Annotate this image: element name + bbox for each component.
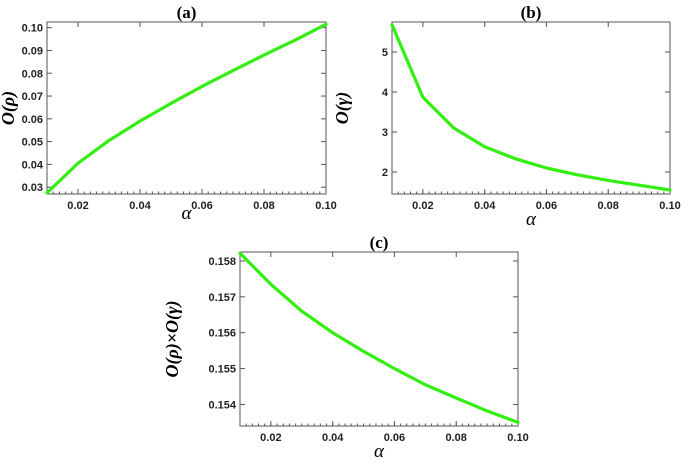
x-tick-label-c: 0.06 — [384, 432, 405, 444]
y-tick-label-a: 0.08 — [22, 68, 43, 80]
y-axis-label-c: O(ρ)×O(γ) — [162, 301, 183, 378]
chart-title-a: (a) — [177, 3, 197, 22]
y-axis-label-b: O(γ) — [332, 92, 353, 124]
y-tick-label-a: 0.05 — [22, 137, 43, 149]
x-tick-label-b: 0.06 — [536, 200, 557, 212]
chart-c: (c) 0.02 0.04 0.06 0.08 0.10 0.154 0.155 0.156 0.… — [162, 233, 529, 462]
y-tick-label-c: 0.158 — [208, 256, 236, 268]
y-tick-label-c: 0.155 — [208, 364, 236, 376]
y-tick-label-c: 0.154 — [208, 399, 236, 411]
x-tick-label-a: 0.06 — [191, 200, 212, 212]
x-tick-label-c: 0.02 — [260, 432, 281, 444]
x-tick-label-b: 0.10 — [659, 200, 680, 212]
chart-b: (b) 0.02 0.04 0.06 0.08 0.10 2 3 4 5 α O(γ) — [332, 3, 681, 230]
x-tick-label-c: 0.10 — [507, 432, 528, 444]
x-axis-label-b: α — [526, 209, 537, 230]
x-tick-label-b: 0.02 — [412, 200, 433, 212]
y-tick-label-c: 0.156 — [208, 328, 236, 340]
series-line-c — [238, 251, 520, 425]
x-tick-label-a: 0.02 — [67, 200, 88, 212]
chart-a: (a) 0.02 0.04 0.06 0.08 0.10 0.03 0.04 0.05 0.06 0… — [0, 3, 337, 224]
y-tick-label-a: 0.04 — [22, 159, 44, 171]
y-axis-label-a: O(ρ) — [0, 91, 19, 125]
y-tick-label-b: 2 — [382, 167, 388, 179]
y-tick-label-b: 5 — [382, 47, 388, 59]
chart-title-b: (b) — [521, 3, 542, 22]
y-tick-label-a: 0.07 — [22, 91, 43, 103]
x-tick-label-b: 0.08 — [598, 200, 619, 212]
plot-frame-a — [46, 21, 327, 195]
y-tick-label-a: 0.03 — [22, 182, 43, 194]
y-tick-label-a: 0.09 — [22, 45, 43, 57]
series-line-b — [390, 23, 672, 192]
x-tick-label-c: 0.08 — [446, 432, 467, 444]
y-tick-label-c: 0.157 — [208, 292, 236, 304]
y-tick-label-a: 0.10 — [22, 23, 43, 35]
plot-frame-b — [391, 21, 671, 195]
x-tick-label-a: 0.08 — [253, 200, 274, 212]
y-tick-label-b: 3 — [382, 127, 388, 139]
x-axis-label-a: α — [182, 203, 193, 224]
chart-title-c: (c) — [370, 233, 389, 252]
x-tick-label-b: 0.04 — [474, 200, 496, 212]
series-line-a — [45, 22, 328, 195]
x-axis-label-c: α — [374, 441, 385, 462]
y-tick-label-b: 4 — [382, 87, 389, 99]
x-tick-label-a: 0.04 — [129, 200, 151, 212]
x-tick-label-a: 0.10 — [315, 200, 336, 212]
y-tick-label-a: 0.06 — [22, 114, 43, 126]
plot-frame-c — [239, 251, 519, 427]
x-tick-label-c: 0.04 — [322, 432, 344, 444]
